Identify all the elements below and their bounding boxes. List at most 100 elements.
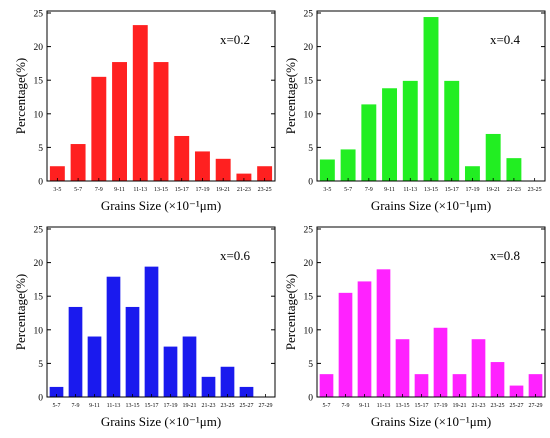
x-tick-label: 21-23 xyxy=(202,403,216,409)
y-tick-label: 5 xyxy=(308,144,313,154)
composition-annotation: x=0.2 xyxy=(220,32,250,47)
x-axis-title: Grains Size (×10⁻¹μm) xyxy=(371,414,491,429)
bar-13-15 xyxy=(395,339,410,397)
bar-21-23 xyxy=(236,173,252,181)
y-tick-label: 0 xyxy=(38,178,43,188)
y-tick-label: 25 xyxy=(34,226,44,236)
x-tick-label: 5-7 xyxy=(344,187,352,193)
x-tick-label: 25-27 xyxy=(510,403,524,409)
bar-11-13 xyxy=(132,25,148,181)
y-tick-label: 0 xyxy=(308,394,313,404)
y-tick-label: 0 xyxy=(38,394,43,404)
bar-7-9 xyxy=(338,292,353,397)
y-tick-label: 25 xyxy=(34,10,44,20)
bar-17-19 xyxy=(433,327,448,397)
x-tick-label: 25-27 xyxy=(240,403,254,409)
x-tick-label: 11-13 xyxy=(377,403,391,409)
x-tick-label: 17-19 xyxy=(434,403,448,409)
y-tick-label: 10 xyxy=(34,110,44,120)
bar-13-15 xyxy=(153,62,169,182)
bar-7-9 xyxy=(361,104,377,181)
x-tick-label: 21-23 xyxy=(507,187,521,193)
plot-frame xyxy=(46,226,276,398)
x-tick-label: 11-13 xyxy=(107,403,121,409)
x-tick-label: 21-23 xyxy=(472,403,486,409)
bar-5-7 xyxy=(319,374,334,397)
bar-25-27 xyxy=(239,386,254,397)
bar-17-19 xyxy=(464,166,480,181)
y-tick-label: 10 xyxy=(34,326,44,336)
x-tick-label: 7-9 xyxy=(95,187,103,193)
bar-19-21 xyxy=(215,158,231,181)
chart-panel-2: 0 5 10 15 20 25 3-5 5-7 7-9 9-11 11-13 13-15 15-17 17… xyxy=(283,10,546,213)
x-tick-label: 5-7 xyxy=(53,403,61,409)
x-tick-label: 11-13 xyxy=(133,187,147,193)
x-tick-label: 23-25 xyxy=(491,403,505,409)
bar-21-23 xyxy=(506,158,522,181)
bar-19-21 xyxy=(485,133,501,181)
bar-15-17 xyxy=(414,374,429,397)
bar-21-23 xyxy=(471,339,486,397)
x-axis-title: Grains Size (×10⁻¹μm) xyxy=(101,414,221,429)
bar-9-11 xyxy=(112,62,127,182)
bar-9-11 xyxy=(382,88,397,181)
y-tick-label: 20 xyxy=(34,43,44,53)
bar-13-15 xyxy=(125,306,140,397)
y-tick-label: 20 xyxy=(34,259,44,269)
y-axis-title: Percentage(%) xyxy=(13,58,28,135)
bar-5-7 xyxy=(340,149,356,181)
x-axis-title: Grains Size (×10⁻¹μm) xyxy=(101,198,221,213)
y-tick-label: 25 xyxy=(304,10,314,20)
bar-23-25 xyxy=(220,366,235,397)
bar-7-9 xyxy=(91,76,107,181)
bar-7-9 xyxy=(68,306,83,397)
bar-17-19 xyxy=(194,151,210,181)
x-tick-label: 3-5 xyxy=(53,187,61,193)
bar-19-21 xyxy=(452,374,467,397)
x-tick-label: 19-21 xyxy=(183,403,197,409)
x-tick-label: 5-7 xyxy=(323,403,331,409)
chart-panel-4: 0 5 10 15 20 25 5-7 7-9 9-11 11-13 13-15 15-17 17-19… xyxy=(283,226,546,429)
bar-19-21 xyxy=(182,336,197,397)
y-axis-title: Percentage(%) xyxy=(283,58,298,135)
bar-17-19 xyxy=(163,346,178,397)
x-tick-label: 23-25 xyxy=(221,403,235,409)
x-tick-label: 21-23 xyxy=(237,187,251,193)
x-tick-label: 15-17 xyxy=(175,187,189,193)
y-tick-label: 10 xyxy=(304,110,314,120)
y-tick-label: 25 xyxy=(304,226,314,236)
x-tick-label: 7-9 xyxy=(365,187,373,193)
bar-21-23 xyxy=(201,376,216,397)
y-tick-label: 15 xyxy=(304,77,314,87)
y-tick-label: 15 xyxy=(34,293,44,303)
bar-9-11 xyxy=(357,281,372,397)
y-axis-title: Percentage(%) xyxy=(283,274,298,351)
x-tick-label: 7-9 xyxy=(342,403,350,409)
chart-panel-3: 0 5 10 15 20 25 5-7 7-9 9-11 11-13 13-15 15-17 17-19… xyxy=(13,226,276,429)
y-tick-label: 5 xyxy=(38,144,43,154)
composition-annotation: x=0.8 xyxy=(490,248,520,263)
x-tick-label: 13-15 xyxy=(396,403,410,409)
x-tick-label: 15-17 xyxy=(145,403,159,409)
x-tick-label: 13-15 xyxy=(424,187,438,193)
x-tick-label: 17-19 xyxy=(164,403,178,409)
bar-9-11 xyxy=(87,336,102,397)
y-tick-label: 0 xyxy=(308,178,313,188)
bar-3-5 xyxy=(49,166,65,181)
bar-5-7 xyxy=(49,386,64,397)
x-tick-label: 11-13 xyxy=(403,187,417,193)
y-tick-label: 20 xyxy=(304,43,314,53)
bar-23-25 xyxy=(257,166,273,181)
x-tick-label: 5-7 xyxy=(74,187,82,193)
y-tick-label: 15 xyxy=(304,293,314,303)
x-tick-label: 15-17 xyxy=(415,403,429,409)
bar-11-13 xyxy=(106,276,121,397)
x-tick-label: 23-25 xyxy=(258,187,272,193)
bar-25-27 xyxy=(509,385,524,397)
x-tick-label: 15-17 xyxy=(445,187,459,193)
y-tick-label: 15 xyxy=(34,77,44,87)
bar-15-17 xyxy=(444,80,460,181)
y-tick-label: 10 xyxy=(304,326,314,336)
bar-3-5 xyxy=(319,159,335,181)
